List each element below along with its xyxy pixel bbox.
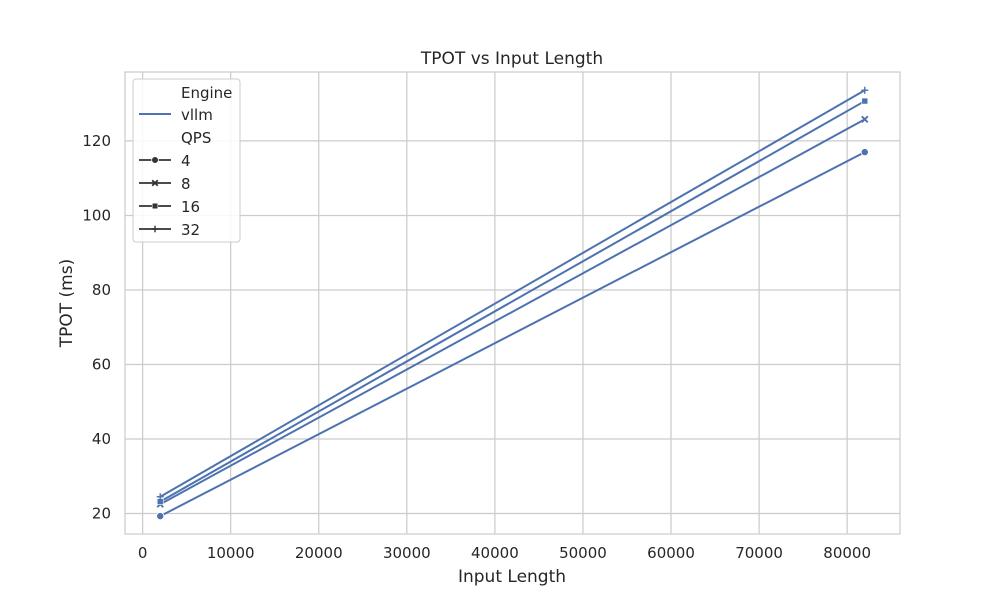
series-line-qps-8	[159, 118, 866, 506]
x-tick-label: 10000	[207, 544, 255, 562]
legend-plus-marker	[151, 225, 159, 233]
y-tick-label: 40	[92, 430, 111, 448]
legend-qps-label: 32	[181, 221, 200, 239]
data-point-x-marker	[861, 115, 869, 123]
legend-square-marker	[151, 202, 159, 210]
y-tick-label: 120	[82, 132, 111, 150]
legend-qps-item-8: 8	[139, 175, 191, 193]
legend-circle-marker	[151, 156, 159, 164]
legend: Engine vllm QPS 4 8 16 32	[132, 78, 241, 243]
data-point-square-marker	[861, 97, 869, 105]
series-line-qps-4	[159, 151, 866, 518]
legend-qps-items: 4 8 16 32	[139, 152, 200, 239]
y-tick-label: 60	[92, 355, 111, 373]
chart-title: TPOT vs Input Length	[420, 49, 603, 69]
legend-qps-item-16: 16	[139, 198, 200, 216]
data-point-circle-marker	[860, 148, 869, 157]
x-tick-label: 0	[138, 544, 148, 562]
legend-qps-label: 4	[181, 152, 191, 170]
series-layer	[156, 86, 869, 521]
series-line-qps-32	[159, 89, 866, 498]
legend-engine-vllm: vllm	[181, 106, 213, 124]
legend-qps-item-4: 4	[139, 152, 191, 170]
legend-engine-title: Engine	[181, 84, 232, 102]
series-line-qps-16	[159, 100, 866, 503]
legend-qps-title: QPS	[181, 129, 211, 147]
legend-x-marker	[151, 179, 159, 187]
x-tick-label: 40000	[471, 544, 519, 562]
data-point-plus-marker	[861, 86, 869, 94]
x-tick-label: 50000	[559, 544, 607, 562]
plot-frame	[124, 71, 901, 535]
data-point-plus-marker	[156, 493, 164, 501]
x-tick-label: 70000	[735, 544, 783, 562]
y-tick-label: 100	[82, 206, 111, 224]
legend-qps-item-32: 32	[139, 221, 200, 239]
tick-labels: 0 10000 20000 30000 40000 50000 60000 70000 8000…	[82, 132, 871, 562]
series-qps-32	[156, 86, 869, 501]
legend-box	[132, 78, 241, 243]
x-tick-label: 60000	[647, 544, 695, 562]
x-tick-label: 20000	[295, 544, 343, 562]
legend-qps-label: 16	[181, 198, 200, 216]
x-tick-label: 80000	[823, 544, 871, 562]
y-tick-label: 20	[92, 505, 111, 523]
series-qps-4	[156, 148, 869, 521]
legend-qps-label: 8	[181, 175, 191, 193]
y-tick-label: 80	[92, 281, 111, 299]
x-tick-label: 30000	[383, 544, 431, 562]
y-axis-label: TPOT (ms)	[57, 259, 77, 349]
grid	[125, 72, 900, 534]
x-axis-label: Input Length	[458, 567, 566, 587]
data-point-circle-marker	[156, 512, 165, 521]
